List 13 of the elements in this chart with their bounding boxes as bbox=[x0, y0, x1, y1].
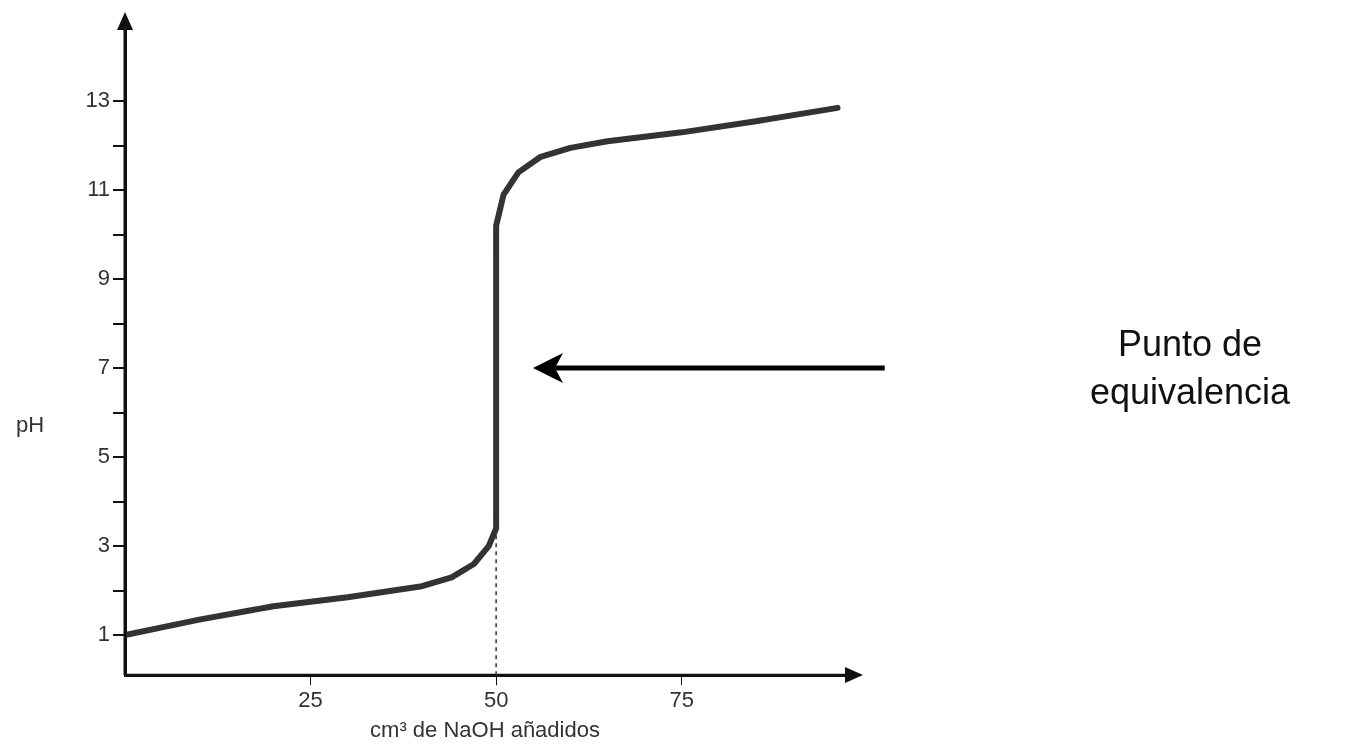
text: Punto de equivalencia bbox=[1089, 322, 1292, 412]
y-axis-title: pH bbox=[15, 412, 45, 438]
y-tick-label: 9 bbox=[97, 265, 110, 291]
x-axis-title: cm³ de NaOH añadidos bbox=[370, 716, 600, 742]
x-tick-label: 50 bbox=[483, 687, 509, 713]
y-tick-label: 1 bbox=[97, 621, 110, 647]
y-tick-label: 11 bbox=[87, 176, 110, 202]
x-tick-label: 75 bbox=[669, 687, 694, 713]
y-tick-label: 3 bbox=[97, 532, 110, 558]
y-tick-label: 5 bbox=[97, 443, 110, 469]
y-tick-label: 13 bbox=[85, 87, 110, 113]
y-tick-label: 7 bbox=[97, 354, 110, 380]
x-tick-label: 25 bbox=[298, 687, 323, 713]
